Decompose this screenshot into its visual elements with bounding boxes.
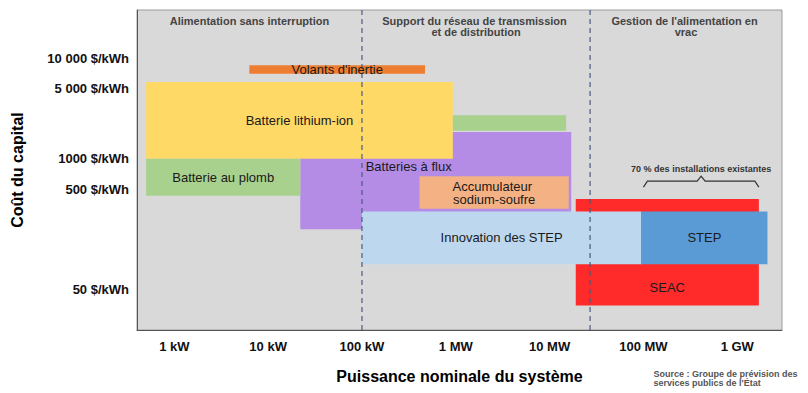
svg-text:Gestion de l'alimentation en: Gestion de l'alimentation en: [611, 14, 761, 27]
svg-text:Innovation des STEP: Innovation des STEP: [441, 230, 563, 245]
svg-text:1 MW: 1 MW: [439, 339, 474, 354]
svg-text:5 000 $/kWh: 5 000 $/kWh: [55, 81, 129, 96]
svg-text:70 % des installations existan: 70 % des installations existantes: [631, 164, 771, 174]
svg-text:500 $/kWh: 500 $/kWh: [65, 182, 129, 197]
svg-text:sodium-soufre: sodium-soufre: [453, 192, 535, 207]
svg-text:Batteries à flux: Batteries à flux: [366, 159, 452, 174]
svg-text:1 kW: 1 kW: [159, 339, 190, 354]
svg-text:Batterie au plomb: Batterie au plomb: [172, 170, 274, 185]
svg-text:STEP: STEP: [687, 230, 721, 245]
svg-text:et de distribution: et de distribution: [431, 26, 521, 38]
svg-text:Support du réseau de transmiss: Support du réseau de transmission: [382, 14, 570, 27]
svg-text:Volants d'inertie: Volants d'inertie: [291, 62, 382, 77]
svg-text:10 MW: 10 MW: [529, 339, 571, 354]
svg-text:Puissance nominale du système: Puissance nominale du système: [336, 368, 582, 385]
svg-text:Source : Groupe de prévision d: Source : Groupe de prévision des: [653, 368, 800, 379]
svg-text:Alimentation sans interruption: Alimentation sans interruption: [170, 15, 330, 27]
svg-text:100 MW: 100 MW: [619, 339, 668, 354]
svg-text:10 kW: 10 kW: [249, 339, 287, 354]
svg-text:10 000 $/kWh: 10 000 $/kWh: [47, 51, 129, 66]
svg-text:100 kW: 100 kW: [340, 339, 386, 354]
svg-text:SEAC: SEAC: [650, 280, 685, 295]
svg-text:vrac: vrac: [675, 26, 698, 38]
svg-text:1 GW: 1 GW: [721, 339, 755, 354]
svg-text:1000 $/kWh: 1000 $/kWh: [58, 151, 129, 166]
svg-text:Accumulateur: Accumulateur: [452, 178, 536, 194]
svg-text:50 $/kWh: 50 $/kWh: [73, 282, 129, 297]
svg-text:Batterie lithium-ion: Batterie lithium-ion: [246, 113, 354, 128]
svg-text:Coût du capital: Coût du capital: [9, 112, 26, 228]
svg-text:services publics de l'État: services publics de l'État: [653, 378, 760, 388]
